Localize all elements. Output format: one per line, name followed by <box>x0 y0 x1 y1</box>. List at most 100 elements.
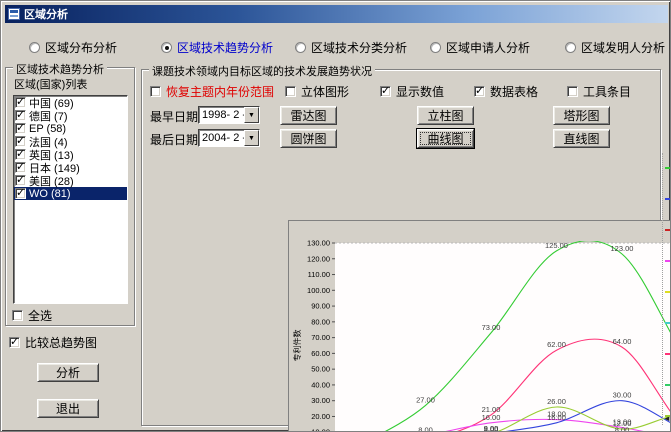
option-checkbox-1[interactable]: 恢复主题内年份范围 <box>150 83 274 100</box>
scroll-left-arrow-icon[interactable]: ◄ <box>663 414 671 423</box>
svg-text:100.00: 100.00 <box>307 286 330 295</box>
nav-radio-label: 区域分布分析 <box>45 41 118 55</box>
option-checkbox-box[interactable] <box>474 84 485 97</box>
svg-text:26.00: 26.00 <box>547 397 566 406</box>
legend-color-dash <box>665 384 670 386</box>
date-value: 2004- 2 -17 <box>202 132 244 144</box>
country-checkbox[interactable] <box>15 96 26 108</box>
legend-color-dash <box>665 260 670 262</box>
svg-text:90.00: 90.00 <box>311 302 330 311</box>
title-bar[interactable]: 区域分析 <box>5 5 668 23</box>
svg-text:110.00: 110.00 <box>308 270 330 279</box>
yellowgreen-line <box>497 406 670 431</box>
latest-date-combo[interactable]: 2004- 2 -17▼ <box>198 129 260 147</box>
svg-text:50.00: 50.00 <box>311 365 330 374</box>
country-listbox[interactable]: 中国 (69)德国 (7)EP (58)法国 (4)英国 (13)日本 (149… <box>13 95 128 304</box>
option-checkbox-5[interactable]: 工具条目 <box>567 83 631 100</box>
compare-total-checkbox-box[interactable] <box>9 335 20 348</box>
date-value: 1998- 2 -24 <box>202 109 244 121</box>
radio-icon <box>29 42 40 53</box>
country-checkbox[interactable] <box>15 186 26 199</box>
svg-text:8.00: 8.00 <box>615 425 630 432</box>
country-checkbox[interactable] <box>15 121 26 134</box>
country-label: 德国 (7) <box>29 110 68 123</box>
option-checkbox-box[interactable] <box>285 86 296 97</box>
chart-button-label: 圆饼图 <box>290 132 327 146</box>
chart-button-圆饼图[interactable]: 圆饼图 <box>280 129 337 148</box>
legend-color-dash <box>665 198 670 200</box>
chart-button-label: 雷达图 <box>290 109 327 123</box>
nav-radio-5[interactable]: 区域发明人分析 <box>565 39 665 56</box>
legend-strip-cutoff: ◄ <box>662 153 671 425</box>
exit-button[interactable]: 退出 <box>37 399 99 418</box>
chart-button-曲线图[interactable]: 曲线图 <box>417 129 474 148</box>
nav-radio-3[interactable]: 区域技术分类分析 <box>295 39 407 56</box>
country-label: WO (81) <box>29 187 71 200</box>
option-checkbox-box[interactable] <box>150 86 161 97</box>
country-checkbox[interactable] <box>15 173 26 186</box>
list-item[interactable]: 法国 (4) <box>14 134 127 149</box>
option-checkbox-box[interactable] <box>380 84 391 97</box>
date-label-2: 最后日期: <box>150 133 202 147</box>
chevron-down-icon[interactable]: ▼ <box>244 130 259 146</box>
blue-line <box>505 400 670 431</box>
radio-icon <box>430 42 441 53</box>
legend-color-dash <box>665 415 670 417</box>
svg-text:123.00: 123.00 <box>611 244 634 253</box>
nav-radio-4[interactable]: 区域申请人分析 <box>430 39 530 56</box>
green-line <box>385 241 670 431</box>
option-label: 恢复主题内年份范围 <box>166 85 275 99</box>
legend-color-dash <box>665 353 670 355</box>
svg-text:125.00: 125.00 <box>545 241 568 250</box>
chart-button-塔形图[interactable]: 塔形图 <box>553 106 610 125</box>
legend-color-dash <box>665 167 670 169</box>
list-item[interactable]: 英国 (13) <box>14 147 127 162</box>
svg-text:30.00: 30.00 <box>311 396 330 405</box>
analyze-button[interactable]: 分析 <box>37 363 99 382</box>
compare-total-checkbox[interactable]: 比较总趋势图 <box>9 334 97 351</box>
svg-text:30.00: 30.00 <box>613 391 632 400</box>
option-checkbox-2[interactable]: 立体图形 <box>285 83 349 100</box>
option-checkbox-box[interactable] <box>567 86 578 97</box>
legend-color-dash <box>665 291 670 293</box>
nav-radio-label: 区域技术分类分析 <box>311 41 408 55</box>
svg-text:12.00: 12.00 <box>613 419 632 428</box>
country-checkbox[interactable] <box>15 108 26 121</box>
magenta-line <box>445 418 644 431</box>
chart-button-雷达图[interactable]: 雷达图 <box>280 106 337 125</box>
list-item[interactable]: 日本 (149) <box>14 160 127 175</box>
select-all-checkbox[interactable]: 全选 <box>12 307 52 324</box>
chart-button-label: 立柱图 <box>427 109 464 123</box>
country-checkbox[interactable] <box>15 160 26 173</box>
svg-text:9.00: 9.00 <box>484 424 499 432</box>
nav-radio-label: 区域发明人分析 <box>581 41 666 55</box>
list-item[interactable]: 德国 (7) <box>14 108 127 123</box>
chart-button-label: 塔形图 <box>563 109 600 123</box>
svg-text:80.00: 80.00 <box>311 317 330 326</box>
chevron-down-icon[interactable]: ▼ <box>244 107 259 123</box>
nav-radio-2[interactable]: 区域技术趋势分析 <box>161 39 273 56</box>
chart-button-立柱图[interactable]: 立柱图 <box>417 106 474 125</box>
svg-text:16.00: 16.00 <box>482 413 501 422</box>
list-item[interactable]: 美国 (28) <box>14 173 127 188</box>
option-checkbox-4[interactable]: 数据表格 <box>474 83 538 100</box>
option-checkbox-3[interactable]: 显示数值 <box>380 83 444 100</box>
nav-radio-label: 区域申请人分析 <box>446 41 531 55</box>
date-label-1: 最早日期: <box>150 110 202 124</box>
app-icon <box>8 8 20 20</box>
list-item[interactable]: WO (81) <box>14 186 127 200</box>
nav-radio-1[interactable]: 区域分布分析 <box>29 39 117 56</box>
svg-text:73.00: 73.00 <box>482 323 501 332</box>
country-checkbox[interactable] <box>15 147 26 160</box>
svg-text:64.00: 64.00 <box>613 337 632 346</box>
select-all-checkbox-box[interactable] <box>12 310 23 321</box>
chart-button-直线图[interactable]: 直线图 <box>553 129 610 148</box>
svg-text:18.00: 18.00 <box>547 410 566 419</box>
country-checkbox[interactable] <box>15 134 26 147</box>
pink-line <box>456 338 670 431</box>
chart-panel: 0.0010.0020.0030.0040.0050.0060.0070.008… <box>288 220 670 432</box>
radio-icon <box>161 42 172 53</box>
earliest-date-combo[interactable]: 1998- 2 -24▼ <box>198 106 260 124</box>
main-group-title: 课题技术领域内目标区域的技术发展趋势状况 <box>149 63 375 79</box>
option-label: 工具条目 <box>583 85 632 99</box>
